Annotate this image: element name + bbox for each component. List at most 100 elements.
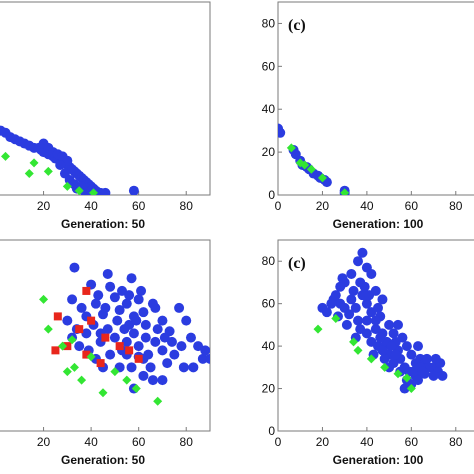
plot-frame [277, 1, 474, 196]
green-point [62, 181, 72, 191]
y-tick-label: 0 [268, 424, 275, 438]
green-point [74, 186, 84, 195]
red-point [134, 354, 143, 363]
red-point [125, 346, 134, 355]
blue-point [140, 332, 151, 343]
blue-point [366, 268, 377, 279]
green-point [349, 337, 359, 347]
green-point [39, 294, 49, 304]
blue-point [90, 298, 101, 309]
x-tick-label: 60 [132, 199, 146, 213]
y-tick-label: 20 [262, 145, 276, 159]
blue-point [384, 319, 395, 330]
blue-point [102, 268, 113, 279]
blue-point [397, 332, 408, 343]
red-point [63, 342, 72, 351]
green-point [122, 375, 132, 385]
red-point [87, 316, 96, 325]
blue-point [330, 290, 341, 301]
x-tick-label: 0 [275, 199, 282, 213]
x-tick-label: 40 [84, 435, 98, 449]
blue-point [112, 315, 123, 326]
x-tick-label: 20 [316, 199, 330, 213]
data-points [313, 247, 448, 394]
blue-point [321, 307, 332, 318]
blue-point [335, 281, 346, 292]
x-tick-label: 0 [275, 435, 282, 449]
blue-point [353, 256, 363, 267]
chart-panel-3: 20 40 60 80 Generation: 50 [0, 239, 211, 467]
blue-point [388, 328, 399, 339]
y-tick-label: 20 [262, 382, 276, 396]
x-tick-label: 40 [84, 199, 98, 213]
blue-point [377, 345, 388, 356]
green-point [393, 369, 403, 379]
blue-point [178, 362, 189, 373]
green-point [380, 362, 390, 372]
green-point [24, 169, 34, 179]
blue-point [278, 127, 286, 138]
green-point [406, 384, 416, 394]
red-point [51, 346, 60, 355]
blue-point [344, 309, 355, 320]
blue-point [162, 358, 173, 369]
green-point [402, 373, 412, 383]
x-tick-label: 40 [360, 199, 374, 213]
blue-point [361, 298, 372, 309]
blue-point [421, 353, 432, 364]
green-point [313, 324, 323, 334]
blue-point [138, 307, 149, 318]
x-tick-label: 20 [316, 435, 330, 449]
blue-point [157, 315, 168, 326]
blue-point [93, 290, 104, 301]
blue-point [176, 341, 187, 352]
blue-point [157, 375, 168, 386]
blue-point [377, 294, 388, 305]
y-tick-label: 80 [262, 16, 276, 30]
x-axis-label: Generation: 100 [333, 453, 424, 467]
x-tick-label: 80 [449, 199, 463, 213]
blue-point [119, 324, 130, 335]
green-point [86, 352, 96, 362]
blue-point [326, 298, 337, 309]
y-tick-label: 40 [262, 102, 276, 116]
blue-point [126, 273, 137, 284]
x-tick-label: 20 [37, 435, 51, 449]
blue-point [76, 302, 87, 313]
green-point [353, 345, 363, 355]
data-points [0, 125, 139, 195]
blue-point [386, 341, 397, 352]
blue-point [133, 341, 144, 352]
x-axis-label: Generation: 100 [333, 217, 424, 231]
x-tick-label: 40 [360, 435, 374, 449]
blue-point [361, 315, 372, 326]
green-point [306, 164, 316, 174]
blue-point [109, 292, 120, 303]
blue-point [133, 294, 144, 305]
blue-point [174, 302, 185, 313]
blue-point [138, 370, 149, 381]
green-point [300, 160, 310, 170]
blue-point [355, 277, 366, 288]
blue-point [81, 328, 92, 339]
y-tick-label: 0 [268, 188, 275, 202]
green-point [153, 396, 163, 406]
data-points [278, 123, 350, 195]
green-point [110, 367, 120, 377]
x-tick-label: 60 [405, 435, 419, 449]
blue-point [128, 328, 139, 339]
blue-point [200, 345, 210, 356]
blue-point [147, 375, 158, 386]
blue-point [364, 290, 375, 301]
green-point [88, 188, 98, 195]
green-point [366, 354, 376, 364]
red-point [82, 286, 91, 295]
x-axis-label: Generation: 50 [61, 217, 145, 231]
blue-point [353, 315, 363, 326]
plot-frame [0, 1, 211, 196]
blue-point [157, 345, 168, 356]
blue-point [136, 285, 147, 296]
blue-point [346, 268, 357, 279]
blue-point [150, 336, 161, 347]
blue-point [159, 332, 170, 343]
